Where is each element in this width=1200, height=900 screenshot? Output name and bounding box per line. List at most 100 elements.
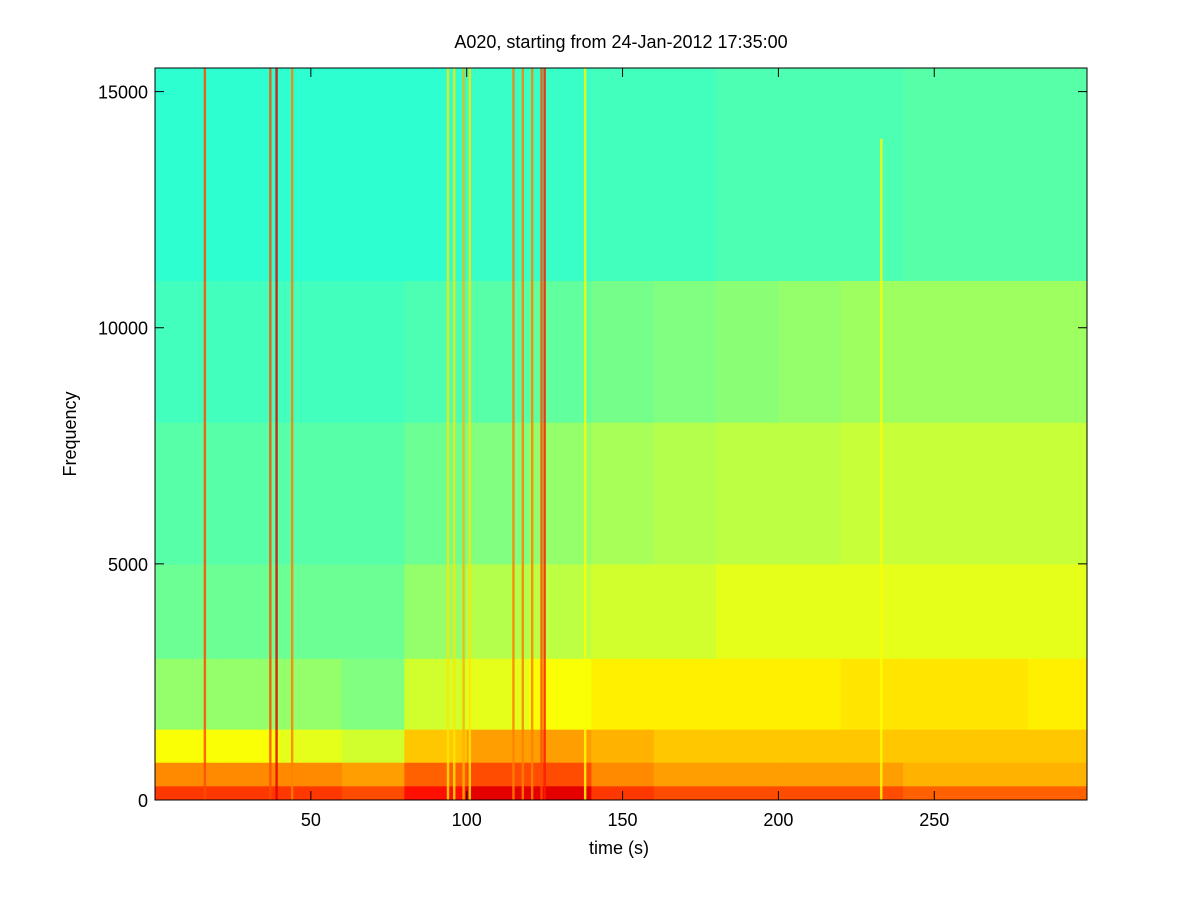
heatmap-cell [965, 658, 1029, 730]
heatmap-cell [155, 658, 218, 730]
heatmap-cell [342, 762, 405, 787]
streak [583, 68, 587, 800]
streak [521, 68, 525, 800]
heatmap-cell [466, 563, 530, 659]
heatmap-cell [1027, 658, 1088, 730]
heatmap-cell [965, 762, 1029, 787]
heatmap-cell [653, 68, 717, 282]
heatmap-cell [840, 729, 904, 763]
heatmap-cell [279, 563, 343, 659]
y-axis-label: Frequency [60, 391, 80, 476]
heatmap-cell [404, 422, 468, 565]
heatmap-cell [404, 785, 468, 801]
heatmap-cell [217, 785, 281, 801]
heatmap-cell [591, 68, 655, 282]
streak [880, 138, 883, 800]
heatmap-cell [404, 729, 468, 763]
x-tick-label: 100 [452, 810, 482, 830]
streak [512, 68, 515, 800]
streak [462, 68, 465, 800]
x-tick-label: 150 [608, 810, 638, 830]
heatmap-cell [529, 658, 592, 730]
heatmap-cell [840, 658, 904, 730]
heatmap-cell [653, 563, 717, 659]
heatmap-cell [903, 280, 966, 423]
heatmap-cell [1027, 729, 1088, 763]
heatmap-cell [965, 729, 1029, 763]
heatmap-cell [279, 658, 343, 730]
y-tick-label: 15000 [98, 83, 148, 103]
heatmap-cell [404, 68, 468, 282]
heatmap-cell [1027, 422, 1088, 565]
plot-area [155, 68, 1088, 801]
heatmap-cell [778, 563, 842, 659]
streak [530, 68, 534, 800]
heatmap-cell [591, 563, 655, 659]
heatmap-cell [903, 658, 966, 730]
heatmap-cell [466, 658, 530, 730]
heatmap-cell [965, 785, 1029, 801]
heatmap-cell [155, 280, 218, 423]
heatmap-cell [466, 762, 530, 787]
y-tick-label: 10000 [98, 319, 148, 339]
heatmap-cell [778, 280, 842, 423]
streak [275, 68, 278, 800]
heatmap-cell [342, 563, 405, 659]
heatmap-cell [716, 729, 779, 763]
heatmap-cell [716, 762, 779, 787]
heatmap-cell [529, 280, 592, 423]
heatmap-cell [716, 563, 779, 659]
heatmap-cell [591, 658, 655, 730]
heatmap-cell [279, 729, 343, 763]
axes-box [154, 67, 1088, 801]
heatmap-cell [529, 422, 592, 565]
heatmap-cell [778, 68, 842, 282]
streak [269, 68, 272, 800]
heatmap-cell [591, 422, 655, 565]
heatmap-cell [342, 729, 405, 763]
heatmap-cell [653, 785, 717, 801]
heatmap-cell [716, 785, 779, 801]
heatmap-cell [529, 68, 592, 282]
streak [446, 68, 450, 800]
heatmap-cell [903, 729, 966, 763]
heatmap-cell [529, 729, 592, 763]
heatmap-cell [342, 658, 405, 730]
heatmap-cell [965, 422, 1029, 565]
heatmap-cell [155, 68, 218, 282]
heatmap-cell [716, 422, 779, 565]
heatmap-cell [1027, 68, 1088, 282]
streak [290, 68, 294, 800]
heatmap-cell [466, 68, 530, 282]
heatmap-cell [404, 762, 468, 787]
streak [540, 68, 543, 800]
heatmap-cell [1027, 563, 1088, 659]
heatmap-cell [716, 280, 779, 423]
heatmap-cell [529, 785, 592, 801]
heatmap-cell [342, 280, 405, 423]
heatmap-cell [466, 280, 530, 423]
heatmap-cell [342, 422, 405, 565]
heatmap-cell [653, 658, 717, 730]
heatmap-cell [466, 422, 530, 565]
heatmap-cell [778, 658, 842, 730]
heatmap-cell [1027, 785, 1088, 801]
heatmap-cell [840, 422, 904, 565]
x-tick-label: 200 [763, 810, 793, 830]
chart-title: A020, starting from 24-Jan-2012 17:35:00 [454, 32, 787, 52]
heatmap-cell [840, 785, 904, 801]
heatmap-cell [155, 563, 218, 659]
x-tick-label: 250 [919, 810, 949, 830]
heatmap-cell [1027, 280, 1088, 423]
y-tick-label: 0 [138, 791, 148, 811]
heatmap-cell [404, 563, 468, 659]
heatmap-cell [903, 68, 966, 282]
heatmap-cell [716, 68, 779, 282]
heatmap-cell [840, 563, 904, 659]
heatmap-cell [840, 762, 904, 787]
heatmap-cell [155, 785, 218, 801]
heatmap-cell [903, 563, 966, 659]
heatmap-cell [965, 563, 1029, 659]
heatmap-cell [778, 762, 842, 787]
